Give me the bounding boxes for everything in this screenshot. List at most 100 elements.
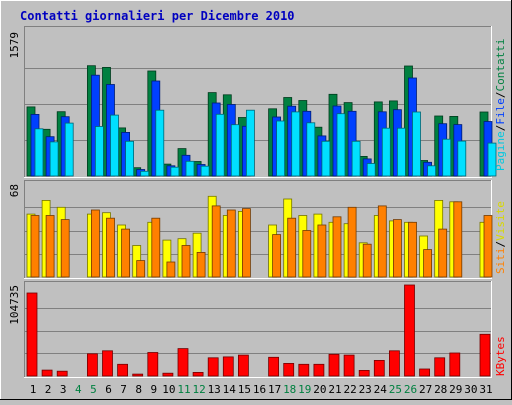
ymax-label-visits: 68 bbox=[8, 184, 21, 197]
bar-pagine-day-18 bbox=[291, 111, 301, 177]
bar-siti-day-24 bbox=[377, 205, 387, 278]
bar-siti-day-9 bbox=[151, 217, 161, 278]
legend-contatti: Contatti bbox=[494, 39, 507, 92]
bar-kbytes-day-5 bbox=[87, 353, 98, 377]
x-tick-label-day-24: 24 bbox=[374, 383, 388, 396]
bar-kbytes-day-27 bbox=[419, 368, 431, 377]
bar-pagine-day-22 bbox=[351, 140, 361, 177]
x-tick-label-day-1: 1 bbox=[30, 383, 37, 396]
bar-siti-day-20 bbox=[317, 224, 327, 278]
bar-pagine-day-12 bbox=[200, 165, 210, 177]
x-tick-label-day-30: 30 bbox=[464, 383, 477, 396]
bar-kbytes-day-26 bbox=[404, 284, 415, 377]
x-tick-label-day-23: 23 bbox=[359, 383, 372, 396]
bar-siti-day-26 bbox=[408, 221, 417, 278]
bar-pagine-day-23 bbox=[366, 163, 376, 177]
bar-siti-day-3 bbox=[60, 219, 70, 278]
bar-siti-day-2 bbox=[45, 215, 55, 278]
x-tick-label-day-31: 31 bbox=[479, 383, 492, 396]
bar-pagine-day-15 bbox=[245, 109, 255, 177]
x-tick-label-day-14: 14 bbox=[223, 383, 237, 396]
legend-visite: Visite bbox=[494, 201, 507, 241]
bar-kbytes-day-19 bbox=[298, 363, 310, 377]
bar-siti-day-31 bbox=[483, 215, 493, 278]
bar-pagine-day-31 bbox=[487, 142, 497, 177]
bar-kbytes-day-7 bbox=[117, 363, 128, 377]
bar-pagine-day-28 bbox=[442, 138, 452, 177]
legend-visits: Siti/Visite bbox=[494, 201, 507, 274]
bar-siti-day-15 bbox=[241, 208, 251, 278]
x-tick-label-day-3: 3 bbox=[60, 383, 67, 396]
bar-kbytes-day-2 bbox=[41, 369, 53, 377]
x-tick-label-day-7: 7 bbox=[120, 383, 127, 396]
legend-pagine: Pagine bbox=[494, 131, 507, 171]
x-tick-label-day-13: 13 bbox=[208, 383, 221, 396]
x-tick-label-day-20: 20 bbox=[313, 383, 326, 396]
bar-pagine-day-27 bbox=[427, 165, 437, 177]
x-tick-label-day-2: 2 bbox=[45, 383, 52, 396]
bar-kbytes-day-24 bbox=[373, 359, 385, 377]
bar-kbytes-day-12 bbox=[192, 371, 204, 377]
bar-kbytes-day-23 bbox=[358, 369, 370, 377]
bar-pagine-day-19 bbox=[306, 122, 316, 177]
x-tick-label-day-25: 25 bbox=[389, 383, 402, 396]
bar-pagine-day-5 bbox=[95, 126, 104, 177]
bar-pagine-day-24 bbox=[381, 127, 391, 177]
bar-siti-day-22 bbox=[347, 206, 357, 278]
bar-siti-day-12 bbox=[196, 251, 206, 278]
bar-siti-day-19 bbox=[302, 230, 312, 278]
x-tick-label-day-8: 8 bbox=[135, 383, 142, 396]
bar-kbytes-day-3 bbox=[56, 370, 68, 377]
bar-pagine-day-1 bbox=[34, 128, 44, 177]
bar-kbytes-day-29 bbox=[449, 352, 461, 377]
x-tick-label-day-21: 21 bbox=[328, 383, 341, 396]
chart-title: Contatti giornalieri per Dicembre 2010 bbox=[20, 9, 295, 23]
bar-pagine-day-2 bbox=[49, 141, 59, 177]
bar-siti-day-23 bbox=[362, 243, 372, 278]
bar-siti-day-14 bbox=[226, 209, 236, 278]
bar-siti-day-8 bbox=[136, 260, 146, 278]
bar-siti-day-6 bbox=[106, 217, 115, 278]
bar-pagine-day-17 bbox=[276, 120, 286, 177]
bar-kbytes-day-31 bbox=[479, 333, 491, 377]
bar-kbytes-day-25 bbox=[388, 350, 400, 377]
x-tick-label-day-28: 28 bbox=[434, 383, 447, 396]
legend-file: File bbox=[494, 98, 507, 125]
bar-pagine-day-26 bbox=[412, 111, 421, 177]
bar-pagine-day-9 bbox=[155, 109, 165, 177]
ymax-label-kbytes: 104735 bbox=[8, 285, 21, 325]
x-tick-label-day-27: 27 bbox=[419, 383, 432, 396]
x-tick-label-day-22: 22 bbox=[343, 383, 356, 396]
bar-siti-day-29 bbox=[453, 201, 463, 278]
bar-kbytes-day-13 bbox=[207, 357, 219, 377]
bar-pagine-day-7 bbox=[125, 140, 134, 177]
bar-kbytes-day-20 bbox=[313, 363, 325, 377]
bar-siti-day-25 bbox=[392, 219, 402, 278]
bar-kbytes-day-18 bbox=[283, 362, 295, 377]
bar-siti-day-28 bbox=[438, 228, 448, 278]
x-tick-label-day-15: 15 bbox=[238, 383, 251, 396]
bar-siti-day-5 bbox=[91, 209, 100, 278]
bar-siti-day-7 bbox=[121, 228, 130, 278]
bar-kbytes-day-28 bbox=[434, 357, 446, 377]
bar-siti-day-21 bbox=[332, 216, 342, 278]
bars-layer bbox=[26, 65, 497, 377]
bar-pagine-day-25 bbox=[396, 127, 406, 177]
bar-pagine-day-29 bbox=[457, 140, 467, 177]
bar-siti-day-17 bbox=[272, 234, 282, 278]
bar-kbytes-day-15 bbox=[237, 354, 249, 377]
bar-pagine-day-6 bbox=[110, 114, 119, 177]
x-tick-label-day-11: 11 bbox=[177, 383, 190, 396]
legend-siti: Siti bbox=[494, 248, 507, 275]
bar-kbytes-day-1 bbox=[26, 292, 38, 377]
x-tick-label-day-19: 19 bbox=[298, 383, 311, 396]
x-tick-label-day-9: 9 bbox=[150, 383, 157, 396]
bar-kbytes-day-8 bbox=[132, 373, 144, 377]
bar-pagine-day-11 bbox=[185, 160, 195, 177]
legend-kbytes: KBytes bbox=[494, 336, 507, 376]
x-tick-label-day-6: 6 bbox=[105, 383, 112, 396]
bar-pagine-day-21 bbox=[336, 113, 346, 177]
x-tick-label-day-18: 18 bbox=[283, 383, 296, 396]
